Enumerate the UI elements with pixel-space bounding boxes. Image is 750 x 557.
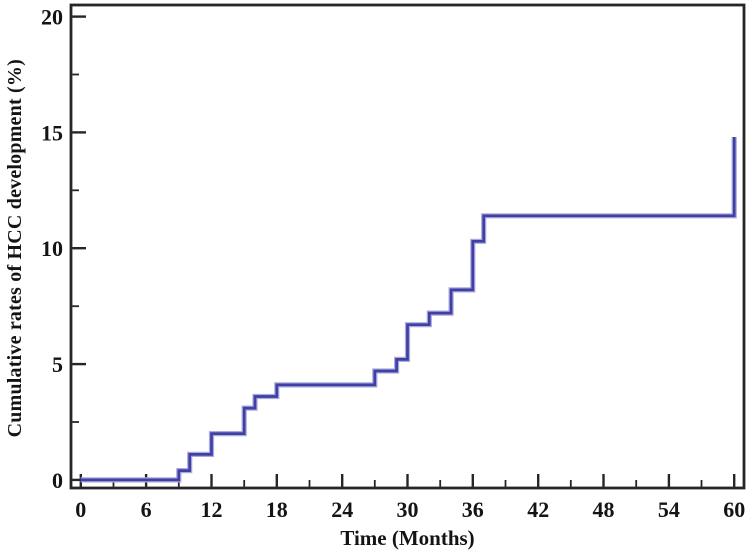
x-tick-label: 6 — [141, 497, 152, 522]
x-tick-label: 24 — [331, 497, 353, 522]
x-tick-label: 18 — [266, 497, 288, 522]
y-tick-label: 10 — [41, 236, 63, 261]
x-tick-label: 48 — [593, 497, 615, 522]
x-axis-title: Time (Months) — [340, 526, 474, 550]
survival-step-curve-halo — [80, 137, 737, 483]
x-tick-label: 54 — [658, 497, 680, 522]
x-tick-label: 30 — [397, 497, 419, 522]
x-tick-label: 60 — [723, 497, 745, 522]
y-tick-label: 5 — [52, 352, 63, 377]
y-tick-label: 0 — [52, 468, 63, 493]
x-tick-label: 0 — [75, 497, 86, 522]
y-axis-title: Cumulative rates of HCC development (%) — [4, 59, 26, 437]
plot-frame — [69, 3, 746, 490]
survival-step-curve — [80, 137, 736, 482]
y-tick-label: 20 — [41, 5, 63, 30]
x-tick-label: 12 — [201, 497, 223, 522]
x-tick-label: 42 — [527, 497, 549, 522]
y-tick-label: 15 — [41, 120, 63, 145]
x-tick-label: 36 — [462, 497, 484, 522]
